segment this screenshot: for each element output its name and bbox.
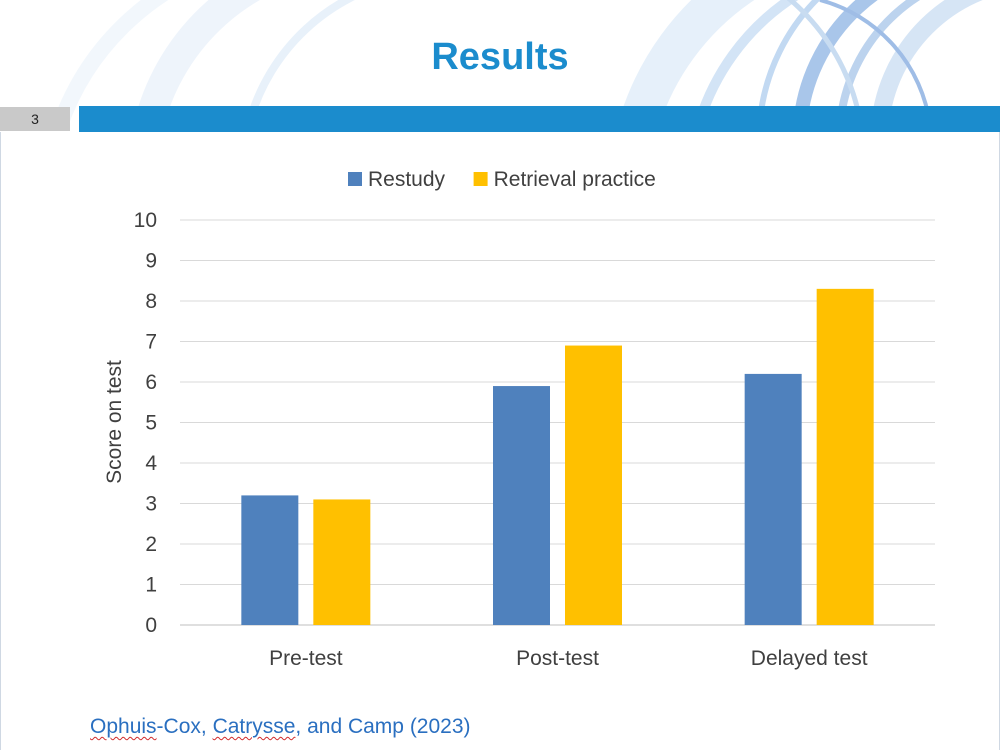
bar-restudy-pre-test bbox=[241, 495, 299, 625]
citation-part-4: , and Camp (2023) bbox=[295, 715, 471, 738]
slide-frame-left bbox=[0, 132, 1, 750]
legend-swatch bbox=[348, 172, 362, 186]
y-axis-ticks: 0 1 2 3 4 5 6 7 8 9 10 bbox=[134, 209, 158, 637]
y-tick-label: 2 bbox=[145, 533, 157, 556]
y-tick-label: 3 bbox=[145, 493, 157, 516]
x-tick-label: Delayed test bbox=[751, 647, 868, 670]
x-axis-ticks: Pre-test Post-test Delayed test bbox=[269, 647, 868, 670]
bar-restudy-post-test bbox=[493, 386, 550, 625]
bar-marks bbox=[241, 288, 874, 625]
y-tick-label: 1 bbox=[145, 574, 157, 597]
y-tick-label: 0 bbox=[145, 614, 157, 637]
gridlines bbox=[180, 219, 935, 626]
legend-label: Restudy bbox=[368, 168, 446, 191]
bar-retrieval-practice-delayed-test bbox=[816, 288, 874, 625]
bar-retrieval-practice-post-test bbox=[565, 345, 622, 625]
y-tick-label: 8 bbox=[145, 290, 157, 313]
y-tick-label: 5 bbox=[145, 412, 157, 435]
x-tick-label: Pre-test bbox=[269, 647, 343, 670]
y-tick-label: 10 bbox=[134, 209, 157, 232]
bar-restudy-delayed-test bbox=[744, 373, 802, 625]
y-tick-label: 4 bbox=[145, 452, 157, 475]
citation-part-3: Catrysse bbox=[212, 715, 296, 738]
page-title: Results bbox=[431, 36, 569, 78]
y-tick-label: 6 bbox=[145, 371, 157, 394]
citation-link[interactable]: Ophuis-Cox, Catrysse, and Camp (2023) bbox=[90, 715, 471, 739]
citation-part-1: Ophuis bbox=[90, 715, 157, 738]
y-tick-label: 9 bbox=[145, 250, 157, 273]
title-accent-bar bbox=[79, 106, 1000, 132]
legend-label: Retrieval practice bbox=[494, 168, 656, 191]
y-tick-label: 7 bbox=[145, 331, 157, 354]
y-axis-label: Score on test bbox=[103, 360, 126, 484]
slide-number: 3 bbox=[0, 107, 70, 131]
x-tick-label: Post-test bbox=[516, 647, 599, 670]
legend-swatch bbox=[473, 172, 488, 186]
background-arcs-decoration bbox=[52, 0, 983, 128]
legend: Restudy Retrieval practice bbox=[348, 168, 656, 191]
bar-retrieval-practice-pre-test bbox=[313, 499, 371, 625]
citation-part-2: -Cox, bbox=[156, 715, 213, 738]
